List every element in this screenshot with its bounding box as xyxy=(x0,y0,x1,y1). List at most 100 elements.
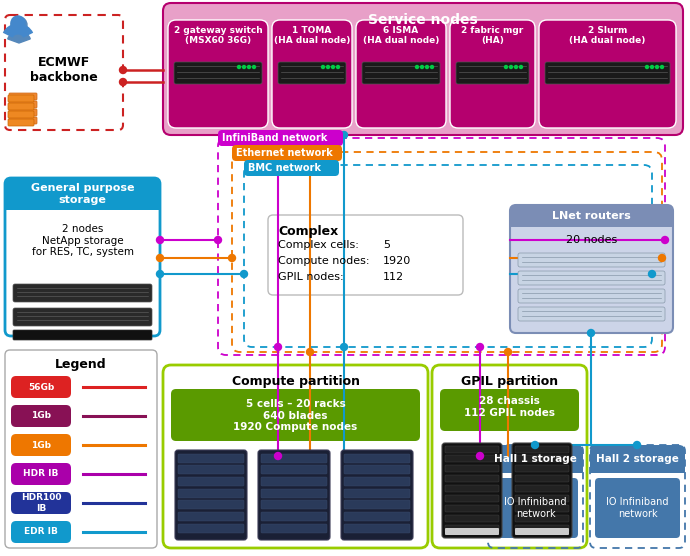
FancyBboxPatch shape xyxy=(11,521,71,543)
FancyBboxPatch shape xyxy=(258,450,330,540)
FancyBboxPatch shape xyxy=(518,289,665,303)
Circle shape xyxy=(119,67,126,73)
Text: Compute nodes:: Compute nodes: xyxy=(278,256,370,266)
Circle shape xyxy=(426,66,428,68)
FancyBboxPatch shape xyxy=(595,478,680,538)
Circle shape xyxy=(237,66,241,68)
FancyBboxPatch shape xyxy=(11,405,71,427)
FancyBboxPatch shape xyxy=(11,434,71,456)
Circle shape xyxy=(228,255,235,261)
Text: 28 chassis
112 GPIL nodes: 28 chassis 112 GPIL nodes xyxy=(464,396,555,418)
FancyBboxPatch shape xyxy=(178,454,244,463)
FancyBboxPatch shape xyxy=(261,465,327,474)
Text: Service nodes: Service nodes xyxy=(368,13,478,27)
Circle shape xyxy=(157,271,164,277)
Circle shape xyxy=(215,236,221,244)
FancyBboxPatch shape xyxy=(445,505,499,512)
Circle shape xyxy=(646,66,649,68)
Bar xyxy=(510,216,673,227)
FancyBboxPatch shape xyxy=(175,450,247,540)
Circle shape xyxy=(340,132,348,138)
Circle shape xyxy=(241,271,248,277)
Text: Hall 2 storage: Hall 2 storage xyxy=(596,454,679,464)
Text: InfiniBand network: InfiniBand network xyxy=(222,133,327,143)
FancyBboxPatch shape xyxy=(261,454,327,463)
FancyBboxPatch shape xyxy=(11,492,71,514)
FancyBboxPatch shape xyxy=(344,465,410,474)
FancyBboxPatch shape xyxy=(232,145,342,161)
FancyBboxPatch shape xyxy=(178,500,244,509)
Circle shape xyxy=(253,66,255,68)
FancyBboxPatch shape xyxy=(261,512,327,521)
FancyBboxPatch shape xyxy=(515,455,569,462)
FancyBboxPatch shape xyxy=(163,365,428,548)
FancyBboxPatch shape xyxy=(445,495,499,502)
Text: 2 gateway switch
(MSX60 36G): 2 gateway switch (MSX60 36G) xyxy=(174,26,262,46)
Text: ECMWF
backbone: ECMWF backbone xyxy=(30,56,98,84)
Text: EDR IB: EDR IB xyxy=(24,528,58,537)
Circle shape xyxy=(660,66,664,68)
Circle shape xyxy=(633,441,640,449)
Circle shape xyxy=(509,66,513,68)
Text: LNet routers: LNet routers xyxy=(552,211,631,221)
FancyBboxPatch shape xyxy=(171,389,420,441)
FancyBboxPatch shape xyxy=(515,525,569,532)
FancyBboxPatch shape xyxy=(344,500,410,509)
Circle shape xyxy=(656,66,658,68)
Text: 5: 5 xyxy=(383,240,390,250)
FancyBboxPatch shape xyxy=(178,512,244,521)
Text: 6 ISMA
(HA dual node): 6 ISMA (HA dual node) xyxy=(363,26,440,46)
Circle shape xyxy=(275,344,282,350)
FancyBboxPatch shape xyxy=(8,111,34,118)
FancyBboxPatch shape xyxy=(11,463,71,485)
Text: 20 nodes: 20 nodes xyxy=(566,235,617,245)
Circle shape xyxy=(515,66,518,68)
FancyBboxPatch shape xyxy=(512,443,572,538)
FancyBboxPatch shape xyxy=(515,495,569,502)
FancyBboxPatch shape xyxy=(178,477,244,486)
FancyBboxPatch shape xyxy=(13,330,152,340)
FancyBboxPatch shape xyxy=(445,525,499,532)
FancyBboxPatch shape xyxy=(515,475,569,482)
Text: IO Infiniband
network: IO Infiniband network xyxy=(607,497,669,519)
FancyBboxPatch shape xyxy=(178,465,244,474)
Text: GPIL partition: GPIL partition xyxy=(461,375,558,388)
FancyBboxPatch shape xyxy=(518,253,665,267)
Circle shape xyxy=(420,66,424,68)
FancyBboxPatch shape xyxy=(515,465,569,472)
Text: 112: 112 xyxy=(383,272,404,282)
FancyBboxPatch shape xyxy=(244,160,339,176)
FancyBboxPatch shape xyxy=(178,524,244,533)
Text: 1Gb: 1Gb xyxy=(31,411,51,420)
Circle shape xyxy=(340,344,348,350)
FancyBboxPatch shape xyxy=(174,62,262,84)
FancyBboxPatch shape xyxy=(341,450,413,540)
Circle shape xyxy=(431,66,433,68)
Text: Complex cells:: Complex cells: xyxy=(278,240,359,250)
FancyBboxPatch shape xyxy=(278,62,346,84)
Circle shape xyxy=(504,349,511,355)
Circle shape xyxy=(520,66,522,68)
FancyBboxPatch shape xyxy=(5,178,160,336)
FancyBboxPatch shape xyxy=(5,350,157,548)
FancyBboxPatch shape xyxy=(432,365,587,548)
FancyBboxPatch shape xyxy=(272,20,352,128)
FancyBboxPatch shape xyxy=(515,528,569,535)
FancyBboxPatch shape xyxy=(456,62,529,84)
Circle shape xyxy=(477,344,484,350)
FancyBboxPatch shape xyxy=(545,62,670,84)
FancyBboxPatch shape xyxy=(5,178,160,210)
Text: Compute partition: Compute partition xyxy=(232,375,359,388)
FancyBboxPatch shape xyxy=(11,376,71,398)
Circle shape xyxy=(504,66,508,68)
Text: 5 cells – 20 racks
640 blades
1920 Compute nodes: 5 cells – 20 racks 640 blades 1920 Compu… xyxy=(233,399,357,432)
FancyBboxPatch shape xyxy=(450,20,535,128)
Text: Legend: Legend xyxy=(55,358,107,371)
Circle shape xyxy=(157,236,164,244)
FancyBboxPatch shape xyxy=(344,524,410,533)
FancyBboxPatch shape xyxy=(445,485,499,492)
FancyBboxPatch shape xyxy=(168,20,268,128)
Circle shape xyxy=(662,236,669,244)
FancyBboxPatch shape xyxy=(356,20,446,128)
Circle shape xyxy=(337,66,339,68)
